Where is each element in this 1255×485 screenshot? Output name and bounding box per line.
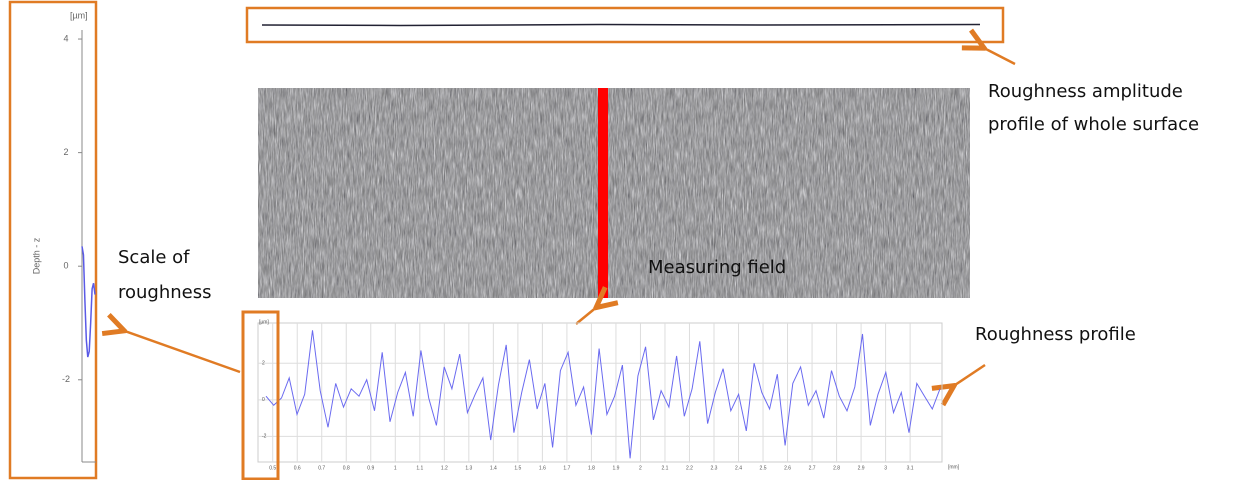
x-tick-label: 1.7 <box>563 465 570 471</box>
x-tick-label: 3.1 <box>907 465 914 471</box>
x-tick-label: 2.3 <box>711 465 718 471</box>
zoom-frame <box>8 0 98 480</box>
arrow <box>122 330 241 374</box>
x-tick-label: 1 <box>394 465 397 471</box>
x-tick-label: 3 <box>884 465 887 471</box>
y-tick-label: 4 <box>63 33 68 43</box>
x-tick-label: 1.3 <box>465 465 472 471</box>
y-tick-label: 2 <box>262 361 265 367</box>
measuring-line <box>598 88 608 298</box>
amplitude-label: profile of whole surface <box>988 114 1199 135</box>
x-tick-label: 1.4 <box>490 465 497 471</box>
x-tick-label: 2.5 <box>760 465 767 471</box>
zoom-plot: 4 2 0 -2 <box>62 33 96 384</box>
x-tick-label: 2.2 <box>686 465 693 471</box>
x-tick-label: 1.2 <box>441 465 448 471</box>
y-tick-label: 0 <box>262 397 265 403</box>
x-tick-label: 2.4 <box>735 465 742 471</box>
x-tick-label: 2.9 <box>858 465 865 471</box>
x-tick-label: 2.6 <box>784 465 791 471</box>
profile-plot: 2 0 -2 0.5 0.6 0.7 0.8 0.9 1 1.1 1.2 1.3 1.4 1.5 1.6 1.… <box>257 322 943 471</box>
x-tick-label: 0.7 <box>318 465 325 471</box>
scale-label: roughness <box>118 282 212 303</box>
x-tick-label: 2.7 <box>809 465 816 471</box>
plot-frame <box>257 322 943 463</box>
profile-line <box>265 330 941 459</box>
measuring-label: Measuring field <box>648 257 786 278</box>
x-tick-label: 1.5 <box>514 465 521 471</box>
y-tick-label: -2 <box>262 434 267 440</box>
y-tick-label: 2 <box>63 147 68 157</box>
profile-label: Roughness profile <box>975 324 1136 345</box>
arrow <box>982 47 1016 66</box>
arrow <box>575 306 598 325</box>
profile-unit-y: [µm] <box>259 319 269 325</box>
y-tick-label: -2 <box>62 374 70 384</box>
x-tick-label: 1.1 <box>416 465 423 471</box>
x-tick-label: 1.9 <box>612 465 619 471</box>
surface-texture <box>258 88 970 298</box>
amplitude-line <box>261 23 981 27</box>
profile-unit-x: [mm] <box>948 464 960 470</box>
arrow <box>952 363 986 387</box>
x-tick-label: 0.8 <box>343 465 350 471</box>
x-tick-label: 0.9 <box>367 465 374 471</box>
x-tick-label: 2.8 <box>833 465 840 471</box>
scale-frame <box>241 310 280 481</box>
x-tick-label: 2 <box>639 465 642 471</box>
zoom-unit: [µm] <box>70 10 88 20</box>
x-tick-label: 0.6 <box>294 465 301 471</box>
x-tick-label: 2.1 <box>661 465 668 471</box>
amplitude-label: Roughness amplitude <box>988 81 1183 102</box>
zoom-line <box>81 246 96 358</box>
scale-label: Scale of <box>118 247 190 268</box>
y-tick-label: 0 <box>63 261 68 271</box>
x-tick-label: 1.6 <box>539 465 546 471</box>
zoom-ylabel: Depth - z <box>31 237 41 274</box>
x-tick-label: 0.5 <box>269 465 276 471</box>
x-tick-label: 1.8 <box>588 465 595 471</box>
